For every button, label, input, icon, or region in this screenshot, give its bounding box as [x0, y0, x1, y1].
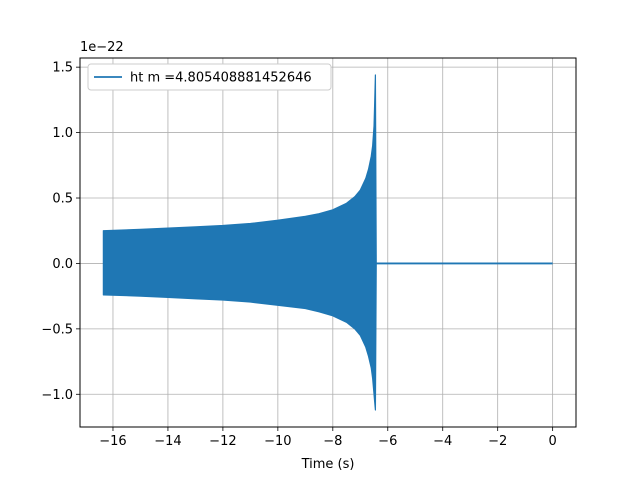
y-tick-label: 1.0	[52, 126, 73, 141]
legend-box	[87, 63, 332, 91]
x-tick-label: −8	[323, 434, 342, 449]
y-tick-label: 0.5	[52, 192, 73, 207]
y-tick-label: −0.5	[41, 322, 73, 337]
x-tick-label: 0	[549, 434, 557, 449]
legend-label: ht m =4.805408881452646	[130, 71, 312, 86]
x-tick-label: −14	[154, 434, 181, 449]
y-tick-label: 1.5	[52, 61, 73, 76]
x-tick-label: −6	[378, 434, 397, 449]
plot-data	[102, 74, 553, 411]
x-tick-label: −12	[209, 434, 236, 449]
x-tick-label: −16	[99, 434, 126, 449]
x-tick-label: −10	[264, 434, 291, 449]
axis-ticks: −16 −14 −12 −10 −8 −6 −4 −2 0 −1.0 −0.5 0.0 0.5 1.0 1.…	[41, 61, 556, 449]
x-tick-label: −4	[433, 434, 452, 449]
series-oscillation-envelope	[102, 74, 377, 411]
x-tick-label: −2	[488, 434, 507, 449]
axes-frame	[79, 57, 577, 428]
x-axis-label: Time (s)	[301, 457, 355, 472]
y-offset-label: 1e−22	[80, 40, 124, 55]
y-tick-label: 0.0	[52, 257, 73, 272]
legend: ht m =4.805408881452646	[87, 63, 332, 91]
y-tick-label: −1.0	[41, 388, 73, 403]
